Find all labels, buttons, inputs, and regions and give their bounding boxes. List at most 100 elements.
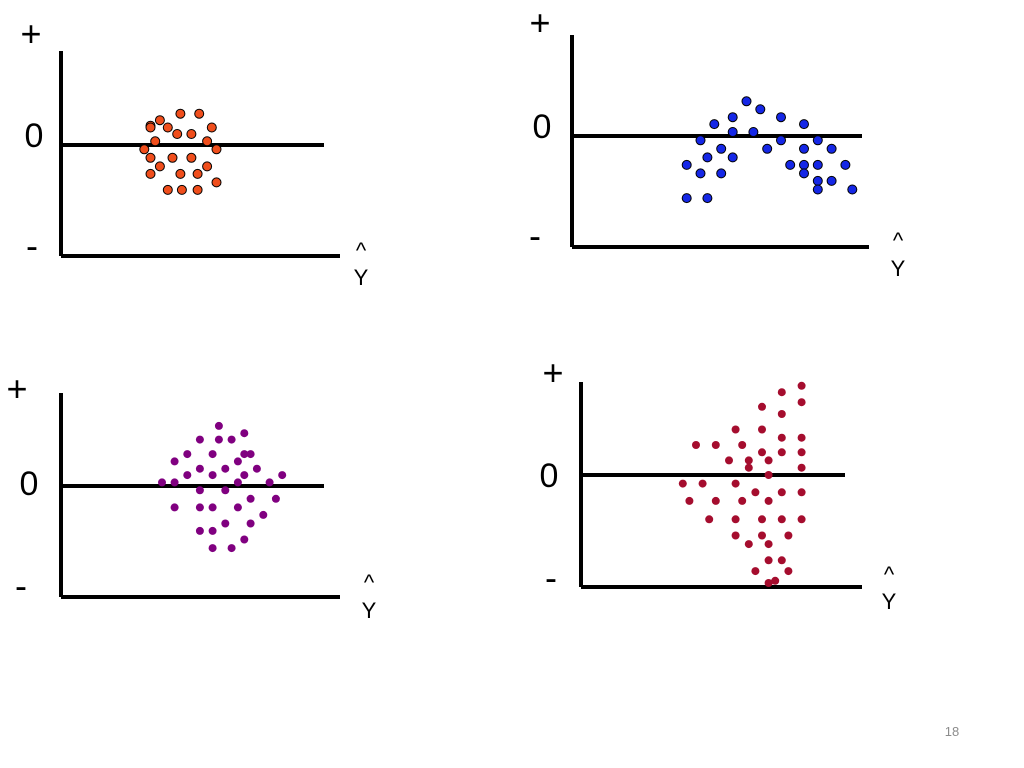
y-label-zero: 0 [25, 117, 44, 155]
data-point [214, 435, 223, 444]
data-point [797, 433, 806, 442]
data-point [812, 175, 823, 186]
data-point [764, 579, 773, 587]
data-point [145, 168, 156, 179]
y-label-plus: + [6, 368, 27, 409]
data-point [145, 152, 156, 163]
data-point [154, 115, 165, 126]
data-point [758, 448, 766, 457]
data-point [771, 576, 780, 585]
data-point [195, 503, 204, 512]
data-point [692, 441, 700, 449]
data-point [727, 112, 738, 123]
data-point [727, 152, 738, 163]
data-point [183, 471, 192, 480]
data-point [797, 398, 806, 407]
y-label-minus: - [15, 565, 27, 606]
data-point [195, 464, 204, 473]
y-label-plus: + [20, 13, 41, 54]
data-point [678, 479, 687, 488]
data-point [259, 510, 268, 519]
data-point [685, 496, 694, 505]
data-point [208, 503, 217, 512]
data-point [227, 435, 236, 444]
data-point [695, 168, 706, 179]
data-point [681, 159, 692, 170]
data-point [145, 122, 156, 133]
data-point [764, 496, 773, 505]
data-point [208, 471, 217, 480]
data-point [799, 119, 809, 130]
data-point [755, 104, 766, 115]
x-label-hat: ^ [884, 562, 895, 587]
data-point [705, 515, 714, 524]
data-point [777, 515, 786, 524]
data-point [764, 540, 773, 549]
x-label-y: Y [891, 256, 906, 281]
data-point [202, 161, 213, 172]
data-point [727, 127, 738, 137]
data-point [744, 463, 753, 472]
data-point [186, 152, 197, 163]
data-point [826, 143, 837, 154]
data-point [702, 193, 713, 204]
y-label-plus: + [529, 2, 550, 43]
data-point [240, 535, 249, 544]
data-point [748, 127, 759, 137]
data-point [731, 515, 740, 524]
data-point [840, 159, 851, 170]
data-point [776, 135, 786, 146]
data-point [731, 425, 740, 434]
data-point [725, 456, 733, 465]
data-point [799, 143, 809, 154]
scatter-panel-4: +0 - ^Y [540, 352, 897, 614]
data-point [221, 464, 230, 473]
data-point [208, 450, 217, 459]
data-point [221, 519, 230, 528]
data-point [784, 531, 793, 540]
data-point [154, 161, 165, 172]
data-point [195, 486, 204, 495]
data-point [744, 456, 753, 465]
data-point [202, 136, 213, 147]
data-point [265, 478, 274, 487]
data-point [776, 112, 786, 123]
data-point [698, 479, 707, 488]
data-point [186, 129, 197, 139]
data-point [195, 435, 204, 444]
data-point [799, 159, 809, 170]
data-point [785, 159, 796, 170]
data-point [176, 184, 187, 195]
data-point [175, 168, 186, 179]
data-point [211, 177, 222, 188]
data-point [716, 168, 727, 179]
data-point [192, 168, 203, 179]
data-point [764, 556, 773, 565]
data-point [764, 471, 773, 479]
data-point [192, 184, 203, 195]
data-point [797, 488, 806, 497]
data-point [797, 381, 806, 390]
data-point [797, 448, 806, 457]
data-point [797, 515, 806, 524]
data-point [731, 531, 740, 540]
data-point [799, 168, 809, 179]
data-point [208, 526, 217, 535]
y-label-plus: + [542, 352, 563, 393]
data-point [716, 143, 727, 154]
data-point [233, 457, 242, 466]
data-point [158, 478, 166, 487]
data-point [751, 567, 760, 576]
scatter-panel-3: +0 - ^ Y [6, 368, 376, 623]
data-point [784, 567, 793, 576]
data-point [252, 464, 261, 473]
data-point [172, 129, 183, 139]
data-point [167, 152, 178, 163]
data-point [194, 108, 205, 119]
data-point [797, 463, 806, 472]
data-point [777, 448, 786, 457]
x-label-y: Y [362, 598, 377, 623]
data-point [762, 143, 773, 154]
data-point [777, 433, 786, 442]
data-point [812, 184, 823, 195]
